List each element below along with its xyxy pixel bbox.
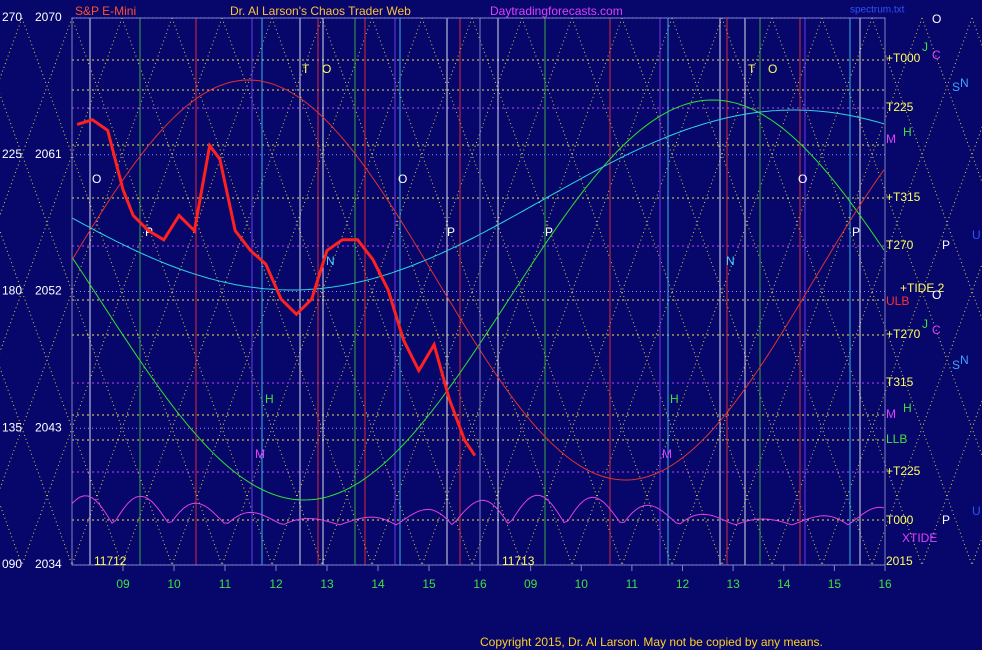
right-label: N: [960, 76, 969, 90]
x-tick-label: 14: [777, 577, 791, 591]
annotation: H: [670, 392, 679, 406]
decor-curve: [71, 109, 885, 291]
right-label: P: [942, 513, 950, 527]
annotation: O: [322, 62, 331, 76]
annotation: P: [545, 225, 553, 239]
right-label: T225: [886, 100, 914, 114]
x-tick-label: 13: [320, 577, 334, 591]
right-label: U: [972, 504, 981, 518]
annotation: N: [326, 254, 335, 268]
file: spectrum.txt: [850, 5, 905, 16]
right-label: P: [942, 238, 950, 252]
y-tick-label: 2052: [35, 284, 62, 298]
annotation: O: [768, 62, 777, 76]
x-tick-label: 09: [524, 577, 538, 591]
x-tick-label: 15: [422, 577, 436, 591]
x-tick-label: 11: [626, 577, 639, 591]
x-tick-label: 12: [676, 577, 690, 591]
right-label: C: [932, 48, 941, 62]
right-label: M: [886, 132, 896, 146]
angle-label: 090: [2, 557, 22, 571]
x-tick-label: 12: [269, 577, 283, 591]
right-label: T270: [886, 238, 914, 252]
annotation: M: [255, 447, 265, 461]
right-label: M: [886, 407, 896, 421]
annotation: O: [92, 172, 101, 186]
y-tick-label: 2034: [35, 557, 62, 571]
right-label: +TIDE 2: [900, 281, 945, 295]
right-label: N: [960, 353, 969, 367]
annotation: P: [852, 225, 860, 239]
annotation: O: [798, 172, 807, 186]
right-label: O: [932, 288, 941, 302]
right-label: +T270: [886, 327, 921, 341]
chart-title: Dr. Al Larson's Chaos Trader Web: [230, 4, 411, 18]
annotation: H: [265, 392, 274, 406]
x-tick-label: 15: [828, 577, 842, 591]
right-label: O: [932, 12, 941, 26]
right-label: +T000: [886, 51, 921, 65]
y-tick-label: 2043: [35, 420, 62, 434]
right-label: +T225: [886, 464, 921, 478]
right-label: C: [932, 323, 941, 337]
x-tick-label: 14: [371, 577, 385, 591]
y-tick-label: 2070: [35, 10, 62, 24]
right-label: H: [903, 401, 912, 415]
price-line: [76, 118, 477, 457]
annotation: T: [302, 62, 310, 76]
copyright: Copyright 2015, Dr. Al Larson. May not b…: [480, 635, 823, 649]
angle-label: 135: [2, 420, 22, 434]
panel-date: 11713: [502, 554, 535, 568]
x-tick-label: 09: [116, 577, 130, 591]
angle-label: 270: [2, 10, 22, 24]
right-label: LLB: [886, 432, 907, 446]
right-label: T000: [886, 513, 914, 527]
x-tick-label: 10: [575, 577, 589, 591]
y-tick-label: 2061: [35, 147, 62, 161]
right-label: U: [972, 228, 981, 242]
instrument: S&P E-Mini: [75, 4, 136, 18]
right-label: 2015: [886, 554, 913, 568]
right-label: J: [922, 317, 928, 331]
x-tick-label: 13: [726, 577, 740, 591]
annotation: P: [447, 225, 455, 239]
site: Daytradingforecasts.com: [490, 4, 623, 18]
panel-date: 11712: [94, 554, 127, 568]
annotation: M: [662, 447, 672, 461]
right-label: H: [903, 125, 912, 139]
x-tick-label: 16: [473, 577, 487, 591]
right-label: S: [952, 80, 960, 94]
decor-curve: [71, 79, 885, 481]
right-label: S: [952, 358, 960, 372]
right-label: J: [922, 40, 928, 54]
right-label: ULB: [886, 294, 909, 308]
angle-label: 180: [2, 284, 22, 298]
annotation: N: [726, 254, 735, 268]
annotation: O: [398, 172, 407, 186]
x-tick-label: 11: [219, 577, 232, 591]
right-label: +T315: [886, 190, 921, 204]
x-tick-label: 16: [878, 577, 892, 591]
decor-curve: [71, 494, 885, 526]
annotation: T: [748, 62, 756, 76]
x-tick-label: 10: [167, 577, 181, 591]
angle-label: 225: [2, 147, 22, 161]
right-label: T315: [886, 375, 914, 389]
right-label: XTIDE: [902, 531, 937, 545]
